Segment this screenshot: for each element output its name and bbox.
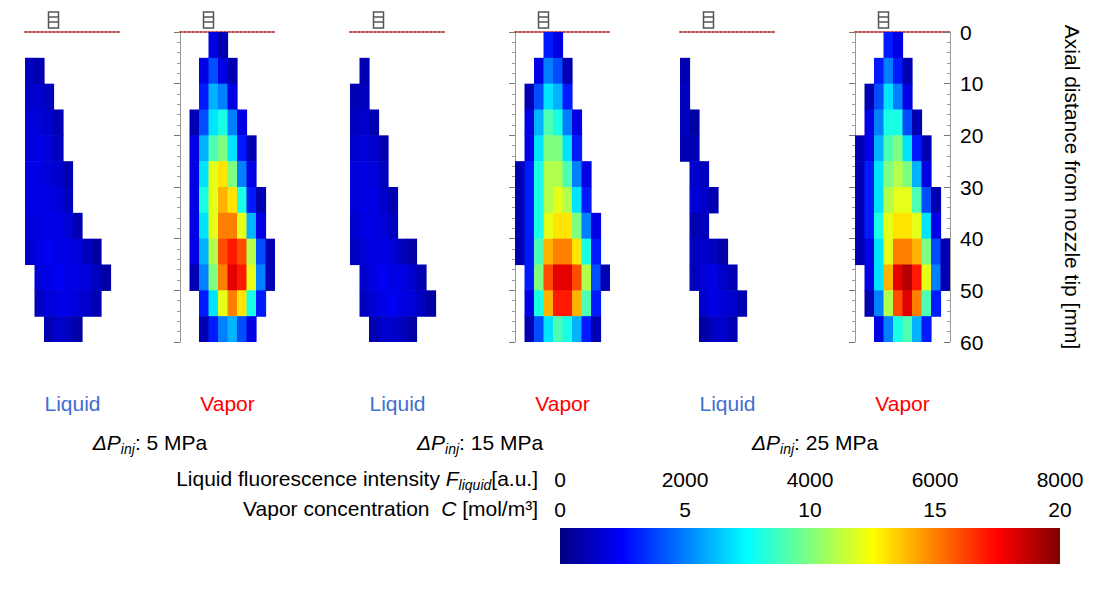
svg-text:Vapor: Vapor xyxy=(200,392,254,415)
svg-text:8000: 8000 xyxy=(1037,468,1084,491)
svg-text:10: 10 xyxy=(960,72,983,95)
svg-text:0: 0 xyxy=(554,498,566,521)
svg-text:Liquid: Liquid xyxy=(369,392,425,415)
svg-text:Liquid fluorescence intensity: Liquid fluorescence intensity xyxy=(176,467,446,490)
svg-text:ΔP: ΔP xyxy=(92,431,121,454)
svg-text:: 25 MPa: : 25 MPa xyxy=(794,431,878,454)
svg-text:: 5 MPa: : 5 MPa xyxy=(135,431,208,454)
svg-text:40: 40 xyxy=(960,227,983,250)
svg-text:15: 15 xyxy=(923,498,946,521)
svg-text:10: 10 xyxy=(798,498,821,521)
svg-text:5: 5 xyxy=(679,498,691,521)
svg-text:4000: 4000 xyxy=(787,468,834,491)
svg-text:[mol/m³]: [mol/m³] xyxy=(456,497,538,520)
svg-text:0: 0 xyxy=(554,468,566,491)
svg-text:Vapor: Vapor xyxy=(535,392,589,415)
svg-text:6000: 6000 xyxy=(912,468,959,491)
svg-text:ΔP: ΔP xyxy=(416,431,445,454)
svg-text:Vapor: Vapor xyxy=(875,392,929,415)
svg-text:Vapor concentration: Vapor concentration xyxy=(243,497,441,520)
svg-text:60: 60 xyxy=(960,331,983,354)
svg-text:ΔP: ΔP xyxy=(751,431,780,454)
svg-text:20: 20 xyxy=(960,124,983,147)
svg-text:F: F xyxy=(446,467,460,490)
svg-text:Liquid: Liquid xyxy=(699,392,755,415)
svg-text:20: 20 xyxy=(1048,498,1071,521)
svg-text:Liquid: Liquid xyxy=(44,392,100,415)
svg-text:inj: inj xyxy=(780,441,795,457)
svg-text:Axial distance from nozzle tip: Axial distance from nozzle tip [mm] xyxy=(1061,25,1084,349)
svg-text:C: C xyxy=(441,497,457,520)
svg-text:[a.u.]: [a.u.] xyxy=(491,467,538,490)
svg-text:2000: 2000 xyxy=(662,468,709,491)
svg-text:liquid: liquid xyxy=(459,477,493,493)
svg-text:0: 0 xyxy=(960,21,972,44)
svg-text:: 15 MPa: : 15 MPa xyxy=(459,431,543,454)
svg-text:50: 50 xyxy=(960,279,983,302)
svg-text:inj: inj xyxy=(121,441,136,457)
svg-text:30: 30 xyxy=(960,176,983,199)
svg-text:inj: inj xyxy=(445,441,460,457)
